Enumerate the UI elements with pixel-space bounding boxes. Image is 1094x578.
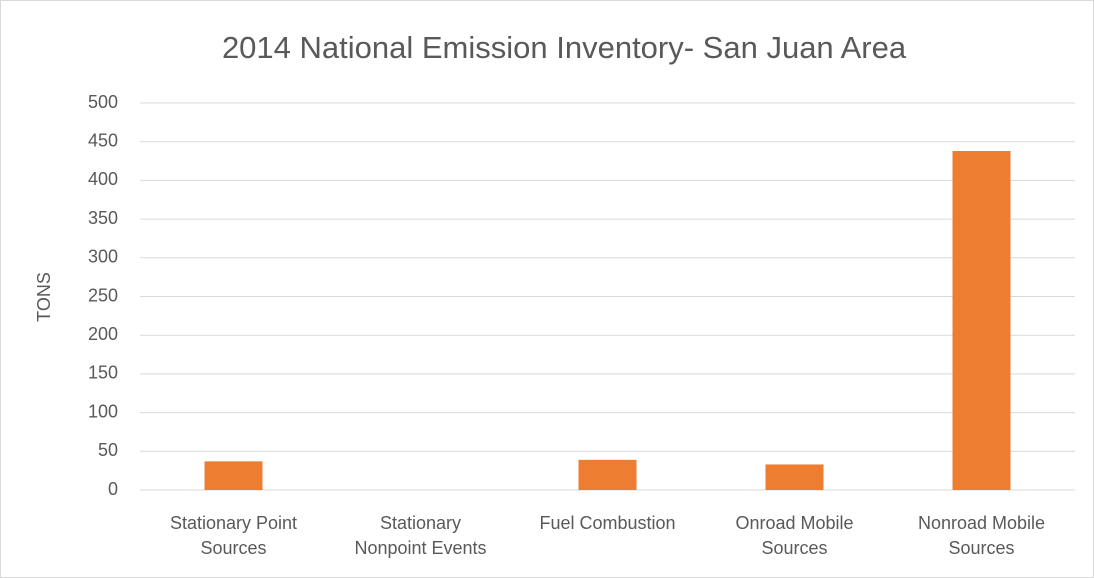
x-tick-label: Onroad Mobile Sources: [735, 513, 854, 558]
y-tick-label: 200: [88, 324, 118, 344]
y-tick-label: 0: [108, 479, 118, 499]
bar: [765, 464, 824, 490]
x-tick-label: Nonroad Mobile Sources: [917, 513, 1046, 558]
y-tick-label: 500: [88, 92, 118, 112]
bar: [952, 150, 1011, 490]
bar: [578, 459, 637, 490]
bar: [204, 461, 263, 490]
y-tick-label: 400: [88, 169, 118, 189]
y-tick-label: 150: [88, 363, 118, 383]
y-tick-label: 50: [98, 440, 118, 460]
y-tick-label: 100: [88, 401, 118, 421]
x-tick-label: Stationary Nonpoint Events: [354, 513, 487, 558]
y-axis-label: TONS: [34, 272, 54, 322]
y-tick-label: 450: [88, 130, 118, 150]
x-tick-label: Stationary Point Sources: [169, 513, 298, 558]
y-tick-label: 250: [88, 285, 118, 305]
y-tick-label: 300: [88, 247, 118, 267]
x-tick-label: Fuel Combustion: [539, 513, 676, 533]
chart-title: 2014 National Emission Inventory- San Ju…: [222, 30, 907, 65]
y-tick-label: 350: [88, 208, 118, 228]
